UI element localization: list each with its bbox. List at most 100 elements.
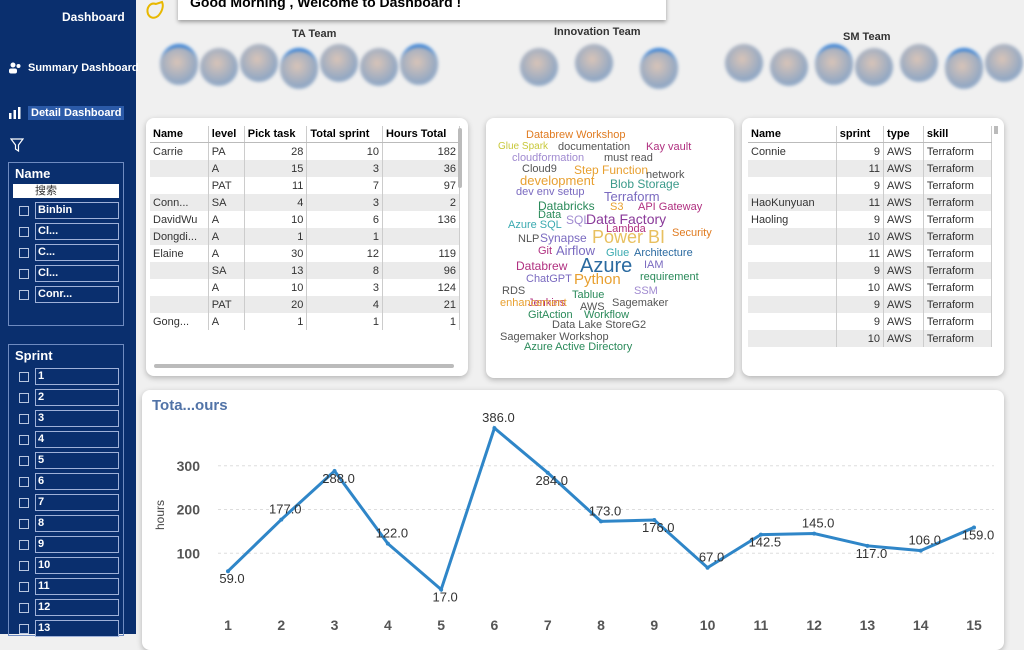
sprint-option[interactable]: 11	[9, 576, 123, 597]
word-cloud-term[interactable]: Git	[538, 245, 553, 257]
word-cloud-term[interactable]: Azure	[580, 255, 633, 277]
word-cloud-term[interactable]: enhancement	[500, 297, 567, 309]
sprint-option[interactable]: 1	[9, 366, 123, 387]
table-row[interactable]: Conn... SA 4 3 2	[150, 194, 461, 211]
column-header[interactable]: skill	[923, 126, 993, 143]
checkbox[interactable]	[19, 434, 29, 445]
data-point[interactable]	[812, 531, 817, 536]
nav-dashboard[interactable]: Dashboard	[62, 10, 125, 24]
table-row[interactable]: 10 AWS Terraform	[748, 228, 993, 245]
table-row[interactable]: HaoKunyuan 11 AWS Terraform	[748, 194, 993, 211]
name-search-input[interactable]: 搜索	[13, 184, 119, 198]
data-point[interactable]	[545, 470, 550, 475]
sprint-option[interactable]: 12	[9, 597, 123, 618]
word-cloud-term[interactable]: Blob Storage	[610, 177, 680, 191]
sprint-option[interactable]: 7	[9, 492, 123, 513]
word-cloud-term[interactable]: Synapse	[540, 231, 587, 245]
word-cloud-term[interactable]: Glue	[606, 247, 630, 259]
word-cloud-term[interactable]: Azure SQL	[508, 219, 562, 231]
checkbox[interactable]	[19, 413, 29, 424]
people-table-scrollbar[interactable]	[458, 128, 462, 188]
name-option[interactable]: C...	[9, 242, 123, 263]
table-row[interactable]: A 10 3 124	[150, 279, 461, 296]
table-row[interactable]: Gong... A 1 1 1	[150, 313, 461, 330]
word-cloud-term[interactable]: Step Function	[574, 163, 649, 177]
word-cloud-term[interactable]: IAM	[644, 259, 664, 271]
team-member-avatar[interactable]	[360, 48, 398, 86]
checkbox[interactable]	[19, 289, 29, 300]
word-cloud-term[interactable]: development	[520, 173, 595, 188]
word-cloud-term[interactable]: Databricks	[538, 199, 595, 213]
word-cloud-term[interactable]: Airflow	[556, 243, 596, 258]
checkbox[interactable]	[19, 518, 29, 529]
checkbox[interactable]	[19, 455, 29, 466]
table-row[interactable]: Elaine A 30 12 119	[150, 245, 461, 262]
word-cloud-term[interactable]: Sagemaker	[612, 297, 669, 309]
word-cloud-term[interactable]: API Gateway	[638, 201, 703, 213]
skills-table-scrollbar[interactable]	[994, 126, 998, 134]
checkbox[interactable]	[19, 560, 29, 571]
nav-detail-dashboard[interactable]: Detail Dashboard	[8, 106, 125, 120]
team-member-avatar[interactable]	[400, 44, 438, 85]
word-cloud-term[interactable]: Jenkins	[528, 297, 566, 309]
sprint-option[interactable]: 8	[9, 513, 123, 534]
table-row[interactable]: 9 AWS Terraform	[748, 262, 993, 279]
table-row[interactable]: A 15 3 36	[150, 160, 461, 177]
table-row[interactable]: PAT 11 7 97	[150, 177, 461, 194]
data-point[interactable]	[279, 517, 284, 522]
checkbox[interactable]	[19, 268, 29, 279]
column-header[interactable]: Hours Total	[382, 126, 461, 143]
table-row[interactable]: SA 13 8 96	[150, 262, 461, 279]
checkbox[interactable]	[19, 581, 29, 592]
sprint-option[interactable]: 6	[9, 471, 123, 492]
column-header[interactable]: level	[208, 126, 245, 143]
name-option[interactable]: Binbin	[9, 200, 123, 221]
data-point[interactable]	[918, 548, 923, 553]
table-row[interactable]: PAT 20 4 21	[150, 296, 461, 313]
data-point[interactable]	[226, 569, 230, 574]
word-cloud-term[interactable]: S3	[610, 201, 624, 213]
nav-summary-dashboard[interactable]: Summary Dashboard	[8, 62, 139, 74]
table-row[interactable]: 9 AWS Terraform	[748, 177, 993, 194]
sprint-option[interactable]: 10	[9, 555, 123, 576]
table-row[interactable]: 10 AWS Terraform	[748, 279, 993, 296]
checkbox[interactable]	[19, 247, 29, 258]
checkbox[interactable]	[19, 602, 29, 613]
word-cloud-term[interactable]: Tablue	[572, 289, 605, 301]
sprint-option[interactable]: 13	[9, 618, 123, 639]
word-cloud-term[interactable]: Data Factory	[586, 211, 667, 227]
word-cloud-term[interactable]: Sagemaker Workshop	[500, 331, 609, 343]
sprint-option[interactable]: 3	[9, 408, 123, 429]
team-member-avatar[interactable]	[640, 48, 678, 89]
checkbox[interactable]	[19, 371, 29, 382]
table-row[interactable]: DavidWu A 10 6 136	[150, 211, 461, 228]
column-header[interactable]: type	[883, 126, 924, 143]
word-cloud-term[interactable]: Architecture	[634, 247, 693, 259]
checkbox[interactable]	[19, 476, 29, 487]
table-row[interactable]: 11 AWS Terraform	[748, 245, 993, 262]
data-point[interactable]	[439, 587, 444, 592]
team-member-avatar[interactable]	[200, 48, 238, 86]
word-cloud-term[interactable]: Databrew	[516, 259, 568, 273]
team-member-avatar[interactable]	[160, 44, 198, 85]
word-cloud-term[interactable]: Databrew Workshop	[526, 129, 626, 141]
word-cloud-term[interactable]: Glue Spark	[498, 141, 549, 152]
sprint-option[interactable]: 9	[9, 534, 123, 555]
checkbox[interactable]	[19, 205, 29, 216]
word-cloud-term[interactable]: dev env setup	[516, 186, 585, 198]
word-cloud-term[interactable]: network	[646, 169, 685, 181]
word-cloud-term[interactable]: Terraform	[604, 189, 660, 204]
team-member-avatar[interactable]	[575, 44, 613, 82]
word-cloud-term[interactable]: requirement	[640, 271, 699, 283]
column-header[interactable]: sprint	[836, 126, 885, 143]
word-cloud-term[interactable]: documentation	[558, 141, 631, 153]
team-member-avatar[interactable]	[855, 48, 893, 86]
checkbox[interactable]	[19, 539, 29, 550]
sprint-option[interactable]: 5	[9, 450, 123, 471]
team-member-avatar[interactable]	[945, 48, 983, 89]
word-cloud-term[interactable]: NLP	[518, 233, 540, 245]
checkbox[interactable]	[19, 392, 29, 403]
table-row[interactable]: 9 AWS Terraform	[748, 313, 993, 330]
checkbox[interactable]	[19, 497, 29, 508]
word-cloud-term[interactable]: Lambda	[606, 223, 646, 235]
